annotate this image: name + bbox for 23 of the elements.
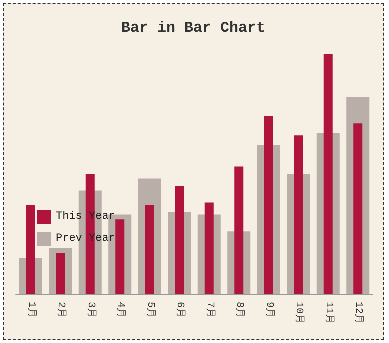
x-tick-label: 10月 bbox=[293, 302, 306, 324]
bar bbox=[56, 253, 66, 294]
bar bbox=[264, 116, 274, 294]
x-tick-label: 12月 bbox=[352, 302, 365, 324]
chart-title: Bar in Bar Chart bbox=[121, 20, 266, 37]
bar bbox=[116, 220, 125, 294]
bar bbox=[324, 54, 333, 294]
x-tick-label: 4月 bbox=[114, 302, 127, 318]
bar bbox=[294, 136, 304, 294]
bar bbox=[354, 124, 363, 294]
x-tick-label: 6月 bbox=[174, 302, 186, 318]
bar bbox=[145, 205, 154, 294]
x-tick-label: 3月 bbox=[84, 302, 97, 318]
x-tick-label: 1月 bbox=[25, 302, 38, 318]
x-tick-label: 5月 bbox=[144, 302, 156, 318]
x-tick-label: 7月 bbox=[204, 302, 216, 318]
bar bbox=[175, 186, 184, 294]
x-tick-label: 9月 bbox=[263, 302, 276, 318]
x-tick-label: 2月 bbox=[55, 302, 68, 318]
x-tick-label: 11月 bbox=[322, 302, 335, 324]
x-tick-label: 8月 bbox=[234, 302, 246, 318]
bar bbox=[234, 166, 244, 294]
bar bbox=[204, 202, 214, 294]
